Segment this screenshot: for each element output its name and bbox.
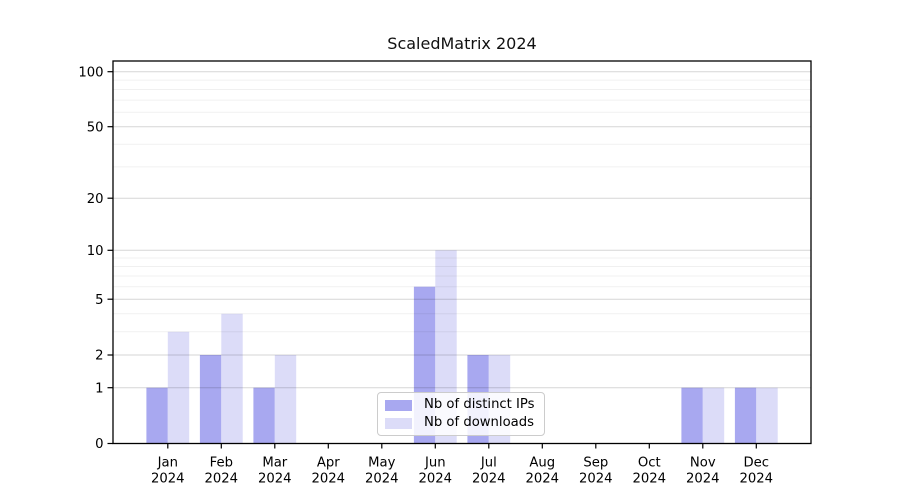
y-axis-tick-label: 2 (95, 349, 103, 364)
x-axis-tick-label: Oct 2024 (633, 456, 667, 487)
legend-swatch-downloads-icon (385, 417, 412, 429)
bar-downloads-nov (702, 387, 725, 444)
y-axis-tick-label: 20 (87, 192, 104, 207)
y-axis-tick-label: 10 (87, 244, 104, 259)
y-axis-tick-label: 50 (87, 120, 104, 135)
x-axis-tick-label: Mar 2024 (258, 456, 292, 487)
legend-item-distinct-ips: Nb of distinct IPs (385, 398, 536, 412)
x-axis-tick-label: Aug 2024 (526, 456, 560, 487)
legend-label-distinct-ips: Nb of distinct IPs (424, 397, 535, 412)
bar-downloads-jan (167, 331, 190, 444)
bar-ips-nov (681, 387, 703, 444)
axes-layer (107, 60, 812, 449)
y-axis-tick-label: 100 (78, 65, 103, 80)
bar-ips-feb (199, 355, 222, 444)
x-axis-tick-label: May 2024 (365, 456, 399, 487)
plot-frame (112, 60, 812, 445)
x-axis-tick-label: Sep 2024 (579, 456, 613, 487)
y-axis-tick-label: 0 (95, 437, 103, 452)
bar-downloads-mar (274, 355, 297, 444)
x-axis-tick-label: Nov 2024 (686, 456, 720, 487)
y-axis-tick-label: 1 (95, 381, 103, 396)
x-axis-tick-label: Jun 2024 (419, 456, 453, 487)
y-axis-tick-label: 5 (95, 293, 103, 308)
x-axis-tick-label: Apr 2024 (312, 456, 346, 487)
x-axis-tick-label: Jul 2024 (472, 456, 506, 487)
x-axis-tick-label: Dec 2024 (740, 456, 774, 487)
x-axis-tick-label: Feb 2024 (205, 456, 239, 487)
tick-labels-layer: 0 1 2 5 10 20 50 100 Jan 2024 Feb 2024 Mar 2024 Apr 202… (78, 65, 773, 486)
legend-item-downloads: Nb of downloads (385, 416, 536, 430)
chart-title: ScaledMatrix 2024 (387, 34, 537, 53)
x-axis-tick-label: Jan 2024 (151, 456, 185, 487)
legend-label-downloads: Nb of downloads (424, 415, 534, 430)
gridlines-layer (113, 71, 811, 389)
legend: Nb of distinct IPs Nb of downloads (377, 392, 545, 436)
bar-ips-jan (146, 387, 168, 444)
bar-downloads-dec (756, 387, 778, 444)
legend-swatch-distinct-ips-icon (385, 399, 412, 411)
bar-downloads-feb (221, 313, 243, 444)
bar-ips-dec (734, 387, 757, 444)
bar-ips-mar (253, 387, 275, 444)
